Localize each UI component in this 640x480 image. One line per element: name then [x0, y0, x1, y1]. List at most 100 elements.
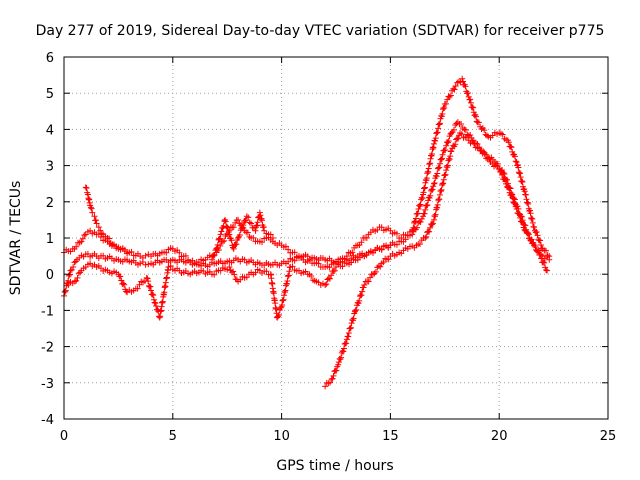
data-point [210, 252, 217, 259]
data-point [62, 288, 69, 295]
data-point [282, 243, 289, 250]
data-point [410, 224, 417, 231]
data-point [443, 142, 450, 149]
data-point [378, 224, 385, 231]
data-point [439, 106, 446, 113]
data-point [518, 178, 525, 185]
data-point [350, 315, 357, 322]
x-tick-labels: 0 5 10 15 20 25 [60, 429, 616, 444]
data-point [537, 251, 544, 258]
data-point [335, 361, 342, 368]
data-point [393, 230, 400, 237]
data-point [421, 210, 428, 217]
data-point [475, 119, 482, 126]
data-point [537, 241, 544, 248]
data-point [211, 271, 218, 278]
data-point [222, 218, 229, 225]
data-point [340, 348, 347, 355]
data-point [78, 238, 85, 245]
data-point [478, 125, 485, 132]
data-point [435, 197, 442, 204]
data-point [308, 272, 315, 279]
data-point [241, 256, 248, 263]
data-point [447, 153, 454, 160]
data-point [414, 210, 421, 217]
data-point [534, 248, 541, 255]
data-point [254, 222, 261, 229]
data-point [327, 379, 334, 386]
data-point [65, 282, 72, 289]
data-point [512, 158, 519, 165]
data-point [81, 232, 88, 239]
data-point [240, 222, 247, 229]
data-point [98, 230, 105, 237]
data-point [500, 169, 507, 176]
data-point [176, 249, 183, 256]
data-point [217, 231, 224, 238]
data-point [335, 359, 342, 366]
data-point [82, 184, 89, 191]
data-point [470, 140, 477, 147]
data-point [517, 174, 524, 181]
data-point [523, 226, 530, 233]
data-point [418, 215, 425, 222]
data-point [444, 162, 451, 169]
data-point [145, 282, 152, 289]
y-tick-label: -3 [41, 377, 54, 392]
data-point [452, 141, 459, 148]
data-point [345, 329, 352, 336]
data-point [250, 234, 257, 241]
data-point [431, 180, 438, 187]
data-point [126, 249, 133, 256]
data-point [445, 138, 452, 145]
data-point [494, 160, 501, 167]
data-point [322, 282, 329, 289]
data-point [462, 126, 469, 133]
data-point [526, 235, 533, 241]
data-point [259, 239, 266, 246]
data-point [89, 209, 96, 216]
data-point [73, 277, 80, 284]
y-tick-label: 4 [46, 123, 54, 138]
data-point [385, 256, 392, 263]
data-point [508, 190, 515, 197]
data-point [150, 292, 157, 299]
data-point [328, 272, 335, 279]
data-point [522, 222, 529, 229]
data-point [440, 180, 447, 187]
x-tick-label: 20 [491, 429, 508, 444]
data-point [438, 155, 445, 162]
data-point [436, 164, 443, 171]
data-point [515, 205, 522, 212]
data-point [417, 201, 424, 208]
data-point [315, 260, 322, 267]
data-point [136, 281, 143, 288]
data-point [74, 274, 81, 281]
data-point [514, 203, 521, 210]
data-point [458, 131, 465, 138]
data-point [447, 92, 454, 99]
data-point [436, 120, 443, 127]
data-point [149, 291, 156, 298]
data-point [348, 259, 355, 266]
data-point [428, 221, 435, 228]
data-point [83, 184, 90, 191]
data-point [356, 293, 363, 300]
data-point [95, 224, 102, 231]
data-point [442, 171, 449, 178]
data-point [244, 229, 251, 236]
data-point [363, 235, 370, 241]
data-point [477, 147, 484, 154]
data-point [434, 129, 441, 136]
data-point [245, 214, 252, 221]
data-point [306, 257, 313, 264]
data-point [257, 212, 264, 219]
data-point [529, 215, 536, 222]
y-tick-label: -1 [41, 304, 54, 319]
y-tick-label: 3 [46, 160, 54, 175]
data-point [152, 300, 159, 307]
data-point [375, 262, 382, 269]
data-point [358, 239, 365, 246]
data-point [501, 171, 508, 178]
data-point [508, 144, 515, 151]
